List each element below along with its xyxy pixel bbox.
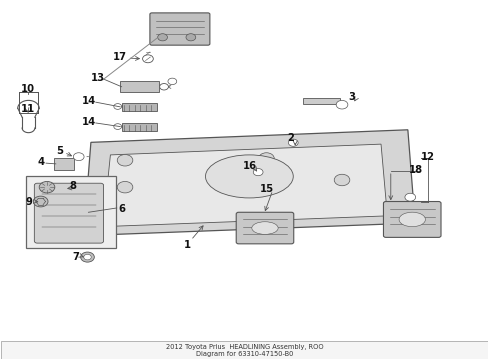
Circle shape bbox=[83, 255, 91, 260]
Text: 16: 16 bbox=[242, 161, 256, 171]
Text: 2012 Toyota Prius  HEADLINING Assembly, ROO
Diagram for 63310-47150-B0: 2012 Toyota Prius HEADLINING Assembly, R… bbox=[165, 344, 323, 357]
Polygon shape bbox=[83, 130, 414, 235]
Text: 5: 5 bbox=[57, 146, 63, 156]
Text: 18: 18 bbox=[408, 165, 422, 175]
Circle shape bbox=[253, 168, 263, 176]
Circle shape bbox=[39, 181, 55, 193]
Circle shape bbox=[81, 252, 94, 262]
Text: 8: 8 bbox=[69, 181, 76, 192]
Polygon shape bbox=[103, 144, 386, 226]
Text: 10: 10 bbox=[20, 84, 35, 94]
Bar bbox=[0, 341, 488, 359]
Text: 14: 14 bbox=[81, 117, 95, 127]
Circle shape bbox=[142, 55, 153, 63]
Bar bbox=[303, 98, 339, 104]
Circle shape bbox=[335, 100, 347, 109]
Circle shape bbox=[167, 78, 176, 85]
Text: 11: 11 bbox=[20, 104, 35, 114]
Bar bbox=[122, 123, 157, 131]
Circle shape bbox=[258, 153, 274, 164]
Ellipse shape bbox=[251, 222, 278, 234]
Circle shape bbox=[288, 139, 298, 146]
Text: 2: 2 bbox=[286, 133, 293, 143]
Text: 13: 13 bbox=[91, 73, 105, 83]
Circle shape bbox=[185, 34, 195, 41]
Circle shape bbox=[333, 174, 349, 186]
FancyBboxPatch shape bbox=[150, 13, 209, 45]
Circle shape bbox=[73, 153, 84, 161]
Circle shape bbox=[114, 124, 122, 130]
Circle shape bbox=[158, 34, 167, 41]
Text: 1: 1 bbox=[183, 239, 190, 249]
Circle shape bbox=[117, 154, 133, 166]
Bar bbox=[54, 158, 74, 170]
Circle shape bbox=[33, 196, 48, 207]
Bar bbox=[26, 176, 116, 248]
Text: 14: 14 bbox=[81, 96, 95, 106]
FancyBboxPatch shape bbox=[383, 202, 440, 237]
Circle shape bbox=[114, 104, 122, 109]
Circle shape bbox=[159, 84, 168, 90]
Text: 17: 17 bbox=[113, 52, 127, 62]
Circle shape bbox=[117, 181, 133, 193]
Text: 9: 9 bbox=[25, 197, 32, 207]
Circle shape bbox=[404, 193, 415, 201]
Ellipse shape bbox=[398, 212, 425, 227]
Bar bbox=[120, 81, 159, 92]
Text: 6: 6 bbox=[118, 204, 125, 215]
Text: 4: 4 bbox=[37, 157, 44, 167]
Text: 3: 3 bbox=[347, 92, 354, 102]
Ellipse shape bbox=[205, 155, 293, 198]
Text: 15: 15 bbox=[259, 184, 273, 194]
Text: 12: 12 bbox=[420, 152, 433, 162]
Bar bbox=[122, 103, 157, 111]
FancyBboxPatch shape bbox=[236, 212, 293, 244]
FancyBboxPatch shape bbox=[34, 183, 103, 243]
Text: 7: 7 bbox=[73, 252, 80, 262]
Bar bbox=[19, 92, 38, 113]
